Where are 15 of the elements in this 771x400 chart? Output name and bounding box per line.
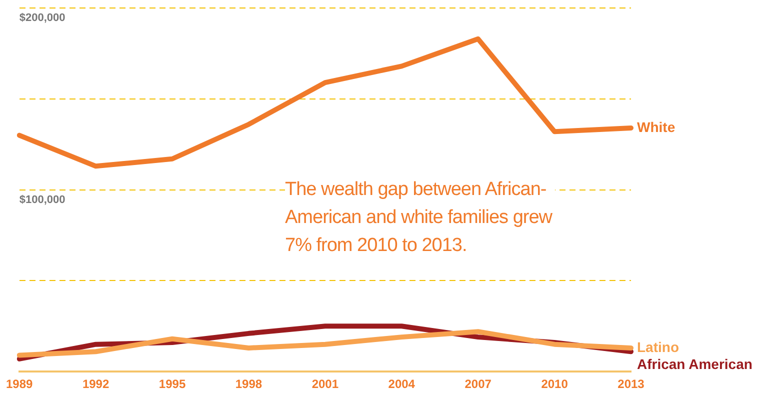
x-tick-label: 2007 xyxy=(464,377,492,392)
y-tick-label: $100,000 xyxy=(19,194,66,206)
x-tick-label: 2010 xyxy=(541,377,568,392)
x-tick-label: 1992 xyxy=(82,377,110,392)
x-tick-label: 1995 xyxy=(158,377,186,392)
series-label: African American xyxy=(637,356,752,372)
x-tick-label: 2004 xyxy=(388,377,416,392)
annotation: The wealth gap between African-American and white families grew 7% from 2010 to 2013. xyxy=(285,176,555,260)
y-tick-label: $200,000 xyxy=(19,12,66,24)
x-tick-label: 1989 xyxy=(6,377,34,392)
x-tick-label: 2001 xyxy=(312,377,339,392)
series-label: Latino xyxy=(637,338,679,355)
x-tick-label: 2013 xyxy=(618,377,645,392)
series-label: White xyxy=(637,118,676,135)
x-tick-label: 1998 xyxy=(235,377,262,392)
